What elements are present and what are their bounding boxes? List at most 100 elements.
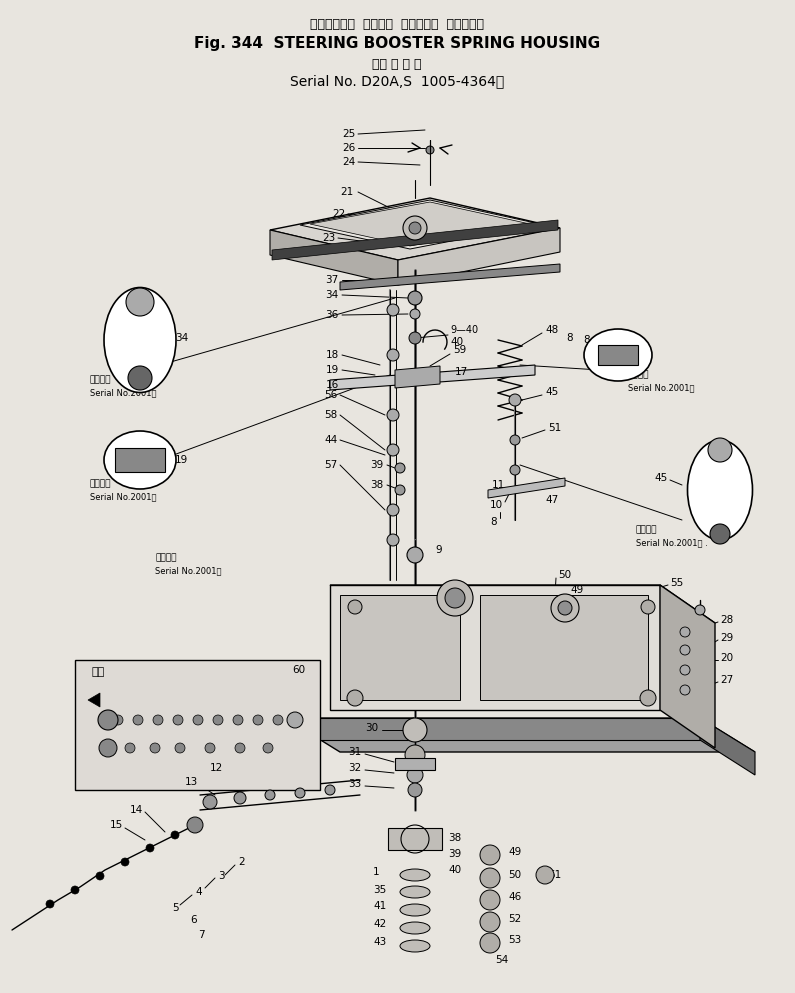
Text: 38: 38 [370,480,383,490]
Text: 51: 51 [548,423,561,433]
Circle shape [46,900,54,908]
Circle shape [125,743,135,753]
Circle shape [287,712,303,728]
Text: 40: 40 [448,865,461,875]
Ellipse shape [400,940,430,952]
Text: 39: 39 [370,460,383,470]
Text: 17: 17 [455,367,468,377]
Circle shape [509,394,521,406]
Circle shape [480,868,500,888]
Circle shape [680,645,690,655]
Text: 60: 60 [292,665,305,675]
Text: 43: 43 [373,937,386,947]
Text: 適用号機: 適用号機 [155,553,176,562]
Circle shape [445,588,465,608]
Text: 10: 10 [490,500,503,510]
Polygon shape [285,718,700,740]
Circle shape [480,845,500,865]
Polygon shape [700,718,755,775]
Circle shape [187,817,203,833]
Circle shape [680,627,690,637]
Circle shape [410,309,420,319]
Circle shape [205,743,215,753]
Text: 26: 26 [342,143,355,153]
Polygon shape [310,202,530,246]
Circle shape [403,216,427,240]
Text: 21: 21 [340,187,353,197]
Circle shape [171,831,179,839]
Circle shape [387,304,399,316]
Text: 6: 6 [190,915,196,925]
Circle shape [695,605,705,615]
Circle shape [126,288,154,316]
Circle shape [480,890,500,910]
Ellipse shape [104,288,176,392]
Text: 55: 55 [670,578,683,588]
Text: 18: 18 [326,350,339,360]
Text: 58: 58 [324,410,337,420]
Text: Serial No.2001～: Serial No.2001～ [90,493,157,501]
Circle shape [408,291,422,305]
Polygon shape [340,595,460,700]
Circle shape [146,844,154,852]
Text: Serial No. D20A,S  1005-4364）: Serial No. D20A,S 1005-4364） [290,74,504,88]
Circle shape [409,222,421,234]
Polygon shape [395,366,440,388]
Circle shape [295,788,305,798]
Text: 3: 3 [218,871,225,881]
Polygon shape [330,585,660,710]
Circle shape [263,743,273,753]
Ellipse shape [584,329,652,381]
Text: 39: 39 [448,849,461,859]
Text: 46: 46 [508,892,522,902]
Text: 54: 54 [495,955,508,965]
Circle shape [409,332,421,344]
Circle shape [437,580,473,616]
Text: 50: 50 [508,870,522,880]
Polygon shape [270,198,560,260]
Circle shape [153,715,163,725]
Circle shape [233,715,243,725]
Circle shape [265,790,275,800]
Circle shape [213,715,223,725]
Text: 適用号機: 適用号機 [636,525,657,534]
Ellipse shape [400,869,430,881]
Circle shape [708,438,732,462]
Polygon shape [270,230,398,285]
Text: 59: 59 [453,345,466,355]
Circle shape [405,745,425,765]
Text: ステアリング  ブースタ  スプリング  ハウジング: ステアリング ブースタ スプリング ハウジング [310,18,484,31]
Polygon shape [285,718,755,752]
Text: Serial No.2001～ .: Serial No.2001～ . [636,538,708,547]
Text: 8: 8 [490,517,497,527]
Circle shape [133,715,143,725]
Polygon shape [300,200,540,249]
Circle shape [99,739,117,757]
Polygon shape [340,264,560,290]
Text: 37: 37 [325,275,338,285]
Polygon shape [395,758,435,770]
Text: Serial No.2001～: Serial No.2001～ [90,388,157,397]
Circle shape [387,349,399,361]
Text: 49: 49 [508,847,522,857]
Circle shape [71,886,79,894]
Circle shape [235,743,245,753]
Text: 13: 13 [185,777,198,787]
Text: 35: 35 [373,885,386,895]
Text: 56: 56 [324,390,337,400]
Ellipse shape [688,440,753,540]
Circle shape [407,767,423,783]
Text: Serial No.2001～: Serial No.2001～ [155,566,222,576]
Text: Serial No.2001～: Serial No.2001～ [628,383,695,392]
Circle shape [150,743,160,753]
Circle shape [680,665,690,675]
Text: 23: 23 [322,233,335,243]
Circle shape [173,715,183,725]
Circle shape [641,600,655,614]
Text: 40: 40 [450,337,463,347]
Circle shape [680,685,690,695]
Text: 53: 53 [508,935,522,945]
Ellipse shape [400,904,430,916]
Ellipse shape [104,431,176,489]
Text: 1: 1 [373,867,380,877]
